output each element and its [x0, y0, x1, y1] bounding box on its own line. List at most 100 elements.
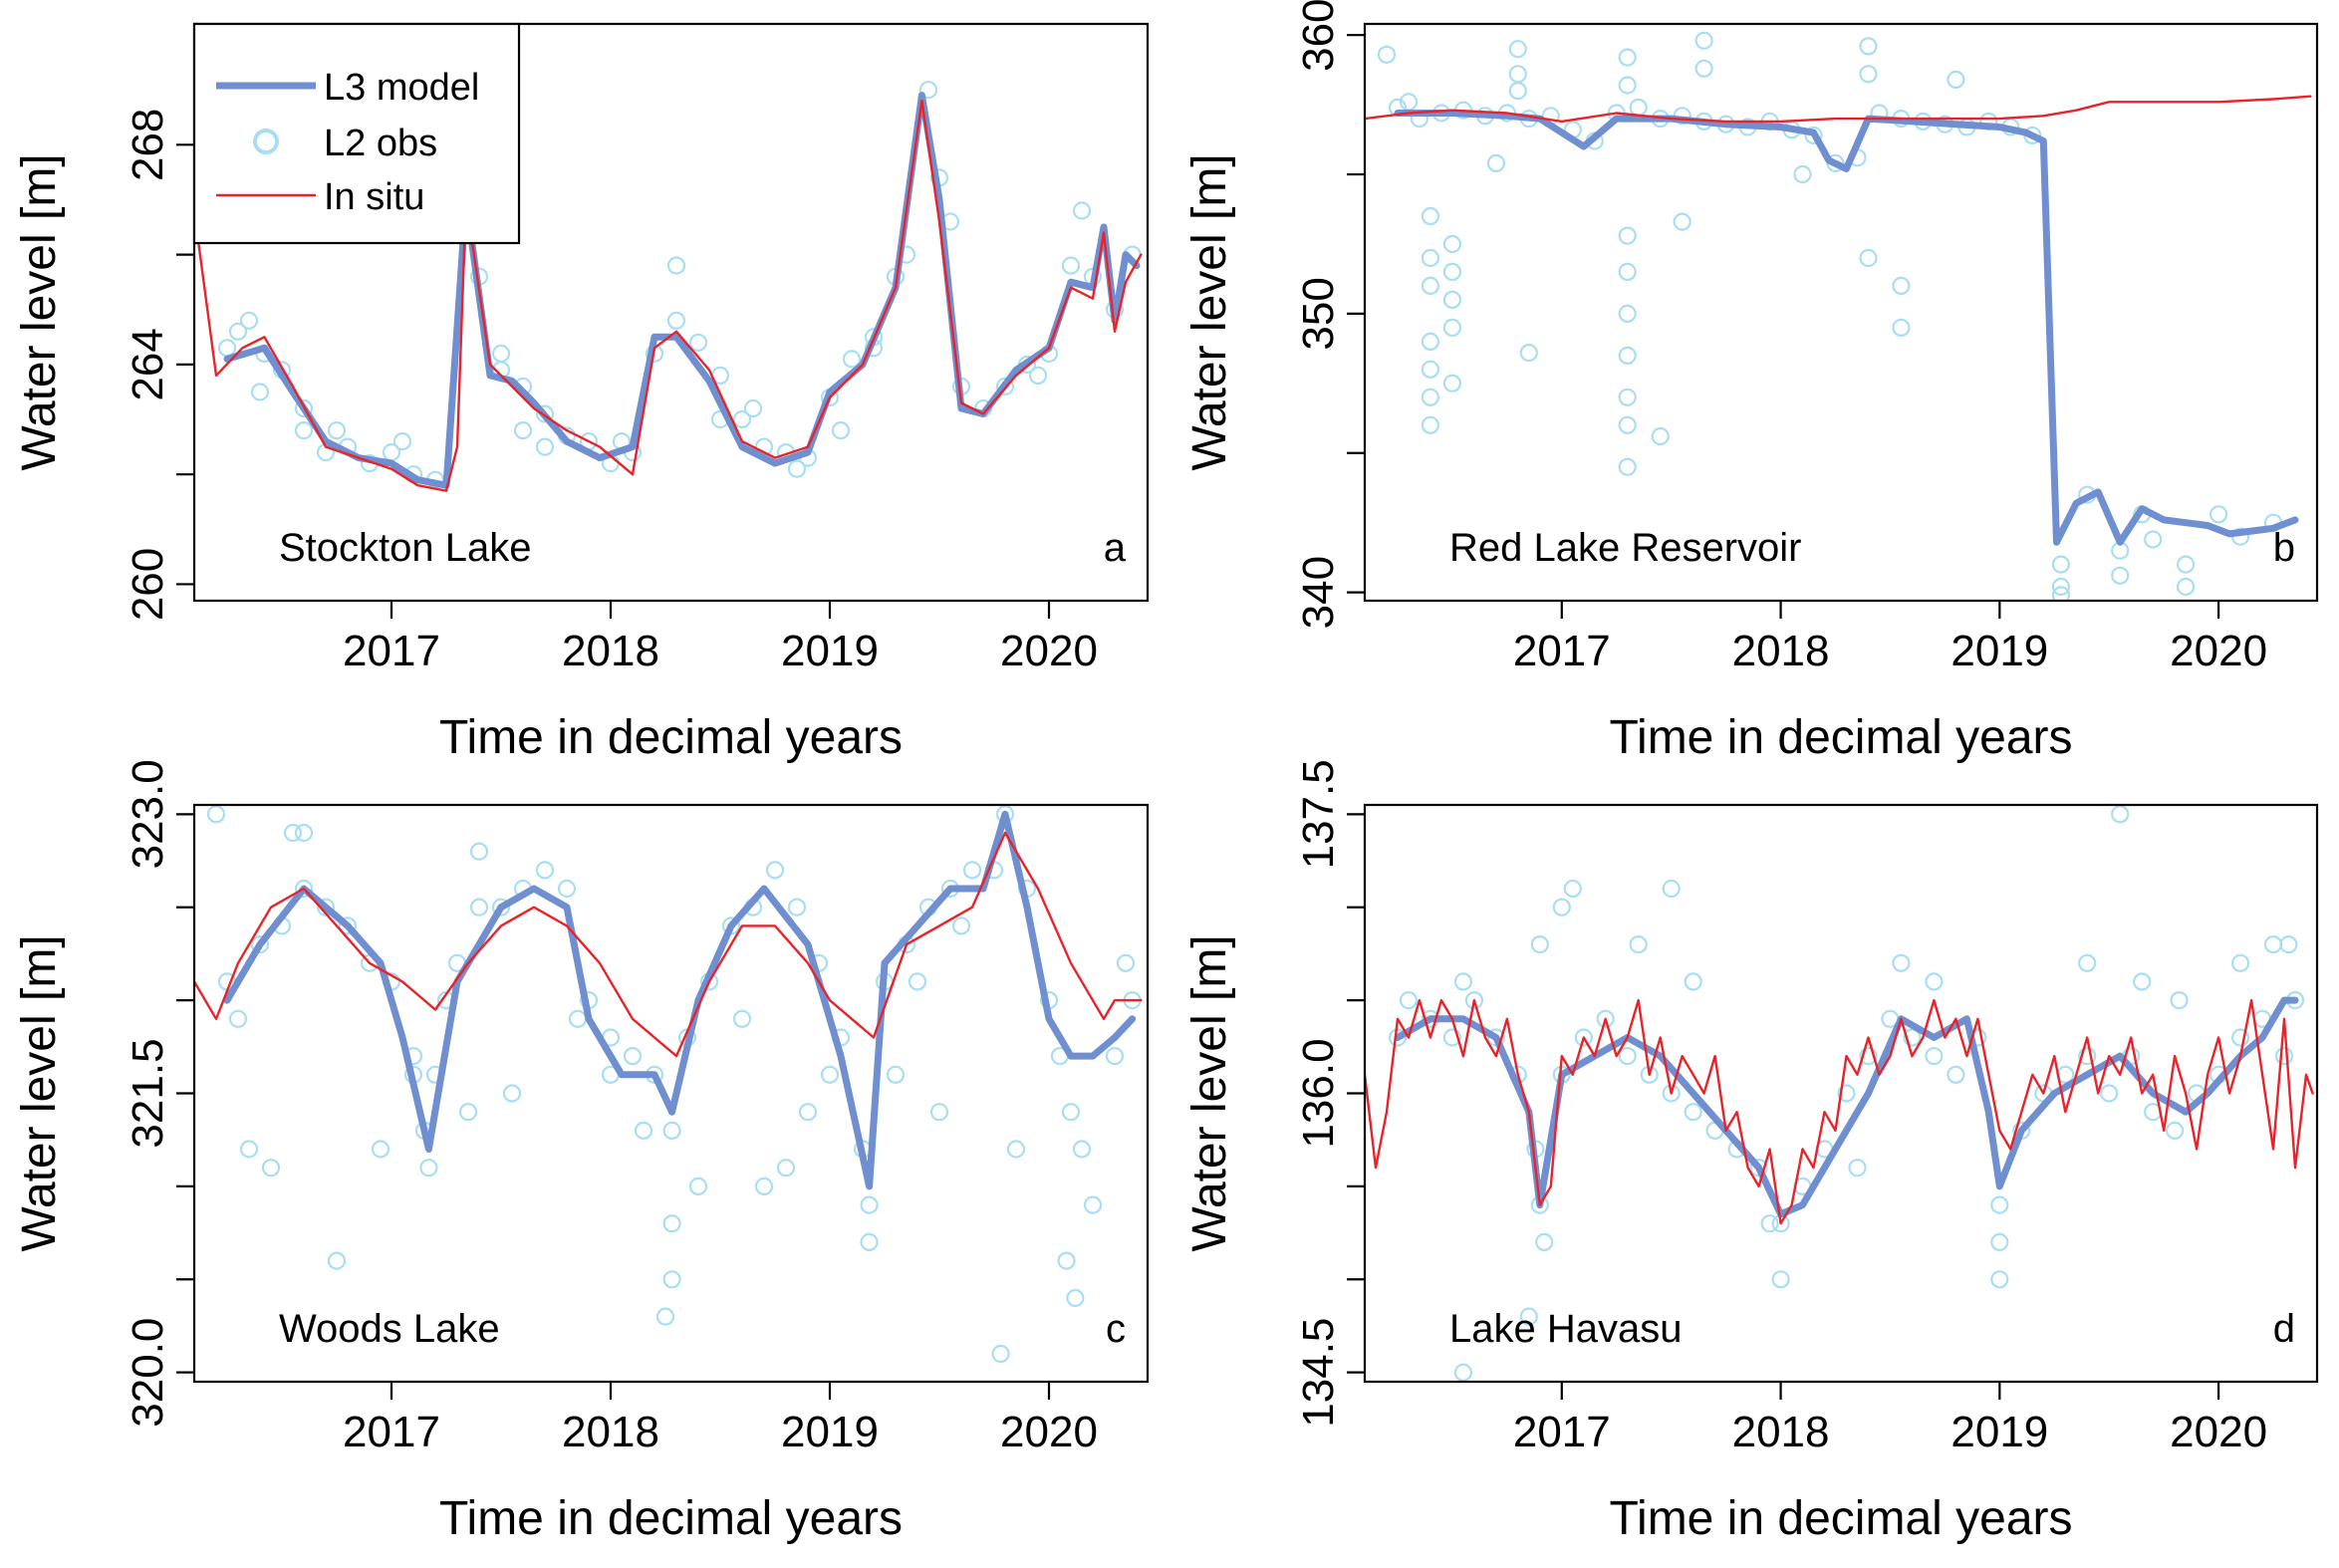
l2-obs-point	[2263, 934, 2283, 954]
l3-model-line	[1394, 110, 2299, 546]
l2-obs-point	[491, 344, 511, 363]
l3-model-line	[1394, 996, 2299, 1218]
l2-obs-point	[239, 311, 259, 330]
y-tick-label: 340	[1294, 556, 1343, 629]
l2-obs-point	[1662, 1084, 1681, 1103]
l2-obs-point	[1072, 1140, 1092, 1159]
l2-obs-point	[929, 1103, 949, 1122]
l2-obs-point	[371, 1140, 390, 1159]
l2-obs-point	[469, 898, 489, 916]
l2-obs-point	[743, 398, 763, 418]
l2-obs-point	[1066, 1288, 1085, 1308]
l2-obs-point	[1990, 1232, 2009, 1252]
l2-obs-point	[1903, 1028, 1922, 1047]
plot-area	[194, 805, 1143, 1364]
y-axis-label: Water level [m]	[13, 934, 66, 1251]
in-situ-line	[194, 831, 1143, 1058]
l2-obs-point	[2177, 577, 2196, 597]
l2-obs-point	[991, 1344, 1010, 1364]
l2-obs-point	[951, 916, 971, 935]
l2-obs-point	[535, 861, 555, 880]
l2-obs-point	[1618, 262, 1637, 281]
l2-obs-point	[1508, 81, 1527, 101]
panel-d: 2017 2018 2019 2020 134.5 136.0 137.5 Time in d…	[1183, 759, 2319, 1545]
y-tick-label: 360	[1294, 0, 1343, 72]
l2-obs-point	[2078, 1046, 2097, 1066]
l2-obs-series	[206, 805, 1142, 1364]
x-tick-label: 2020	[1000, 1408, 1098, 1456]
x-tick-label: 2018	[562, 1408, 659, 1456]
l2-obs-point	[228, 322, 248, 341]
panel-title: Lake Havasu	[1449, 1307, 1682, 1351]
l2-obs-point	[228, 1009, 248, 1028]
l2-obs-point	[1421, 248, 1440, 268]
panel-b: 2017 2018 2019 2020 340 350 360 Time in decimal…	[1183, 0, 2319, 764]
l2-obs-point	[1388, 1028, 1408, 1047]
l2-obs-point	[1947, 1065, 1965, 1084]
l2-obs-point	[1629, 98, 1648, 118]
l2-obs-point	[1442, 290, 1462, 309]
panel-letter: c	[1106, 1307, 1126, 1351]
l2-obs-point	[2231, 1028, 2250, 1047]
l2-obs-point	[918, 81, 938, 100]
l2-obs-point	[2231, 953, 2250, 972]
plot-frame	[192, 22, 1150, 603]
l2-obs-point	[1421, 360, 1440, 379]
l2-obs-point	[1006, 1140, 1026, 1159]
l2-obs-point	[1618, 226, 1637, 245]
l2-obs-point	[2051, 586, 2070, 601]
panel-a: 2017 2018 2019 2020 260 264 268 Time in decimal…	[13, 22, 1150, 764]
x-tick-label: 2018	[1732, 1408, 1830, 1456]
l2-obs-point	[1990, 1270, 2009, 1289]
l2-obs-point	[831, 421, 851, 440]
l2-obs-point	[327, 421, 347, 440]
l2-obs-point	[732, 1009, 752, 1028]
l2-obs-point	[842, 350, 862, 369]
l2-obs-point	[2274, 1046, 2294, 1066]
l2-obs-point	[250, 383, 270, 401]
l2-obs-point	[1464, 990, 1484, 1010]
l2-obs-point	[2133, 972, 2152, 991]
l2-obs-point	[2100, 1084, 2119, 1103]
l2-obs-point	[1694, 31, 1713, 50]
l2-obs-point	[1859, 65, 1878, 84]
legend-label: L2 obs	[324, 123, 437, 164]
l2-obs-point	[1673, 212, 1691, 231]
panel-letter: a	[1104, 526, 1127, 570]
l2-obs-point	[1508, 65, 1527, 84]
l2-obs-point	[1771, 1270, 1790, 1289]
l2-obs-point	[1057, 1251, 1076, 1270]
l2-obs-point	[1421, 206, 1440, 226]
l2-obs-point	[2111, 805, 2130, 824]
l2-obs-point	[2209, 505, 2228, 524]
l2-obs-point	[732, 409, 752, 429]
l2-obs-point	[765, 861, 785, 880]
in-situ-line	[194, 99, 1143, 492]
l2-obs-point	[1072, 201, 1092, 220]
l2-obs-point	[1442, 234, 1462, 254]
panel-title: Woods Lake	[279, 1307, 500, 1351]
l2-obs-point	[2170, 990, 2189, 1010]
l2-obs-point	[1453, 1363, 1473, 1382]
l2-obs-point	[1486, 153, 1506, 172]
l2-obs-point	[1684, 1103, 1702, 1122]
l2-obs-point	[239, 1140, 259, 1159]
l2-obs-point	[886, 1065, 906, 1084]
y-tick-label: 321.5	[124, 1038, 172, 1148]
l2-obs-point	[338, 916, 358, 935]
y-tick-label: 134.5	[1294, 1318, 1343, 1428]
l2-obs-point	[1618, 457, 1637, 476]
l2-obs-point	[1596, 1009, 1615, 1028]
legend-box	[192, 22, 521, 245]
panel-title: Red Lake Reservoir	[1449, 526, 1802, 570]
l2-obs-point	[1892, 318, 1911, 337]
l2-obs-point	[1028, 366, 1048, 385]
l2-obs-point	[1859, 1046, 1878, 1066]
l2-obs-point	[217, 339, 237, 358]
l2-obs-point	[666, 256, 686, 275]
l2-obs-point	[1651, 426, 1670, 446]
plot-area	[1365, 805, 2314, 1382]
x-tick-label: 2017	[343, 627, 440, 675]
y-tick-label: 268	[124, 109, 172, 181]
l2-obs-point	[1116, 953, 1136, 972]
